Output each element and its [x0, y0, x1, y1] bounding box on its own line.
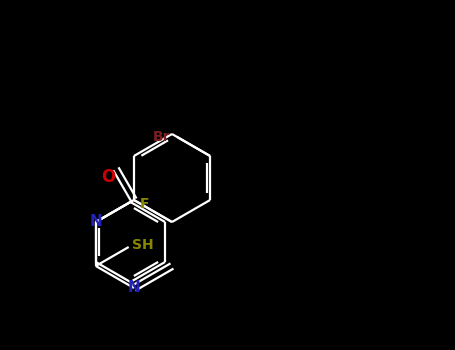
Text: O: O — [101, 168, 115, 186]
Text: Br: Br — [152, 130, 170, 144]
Text: N: N — [90, 215, 102, 230]
Text: F: F — [140, 197, 149, 211]
Text: N: N — [127, 280, 140, 295]
Text: SH: SH — [132, 238, 153, 252]
